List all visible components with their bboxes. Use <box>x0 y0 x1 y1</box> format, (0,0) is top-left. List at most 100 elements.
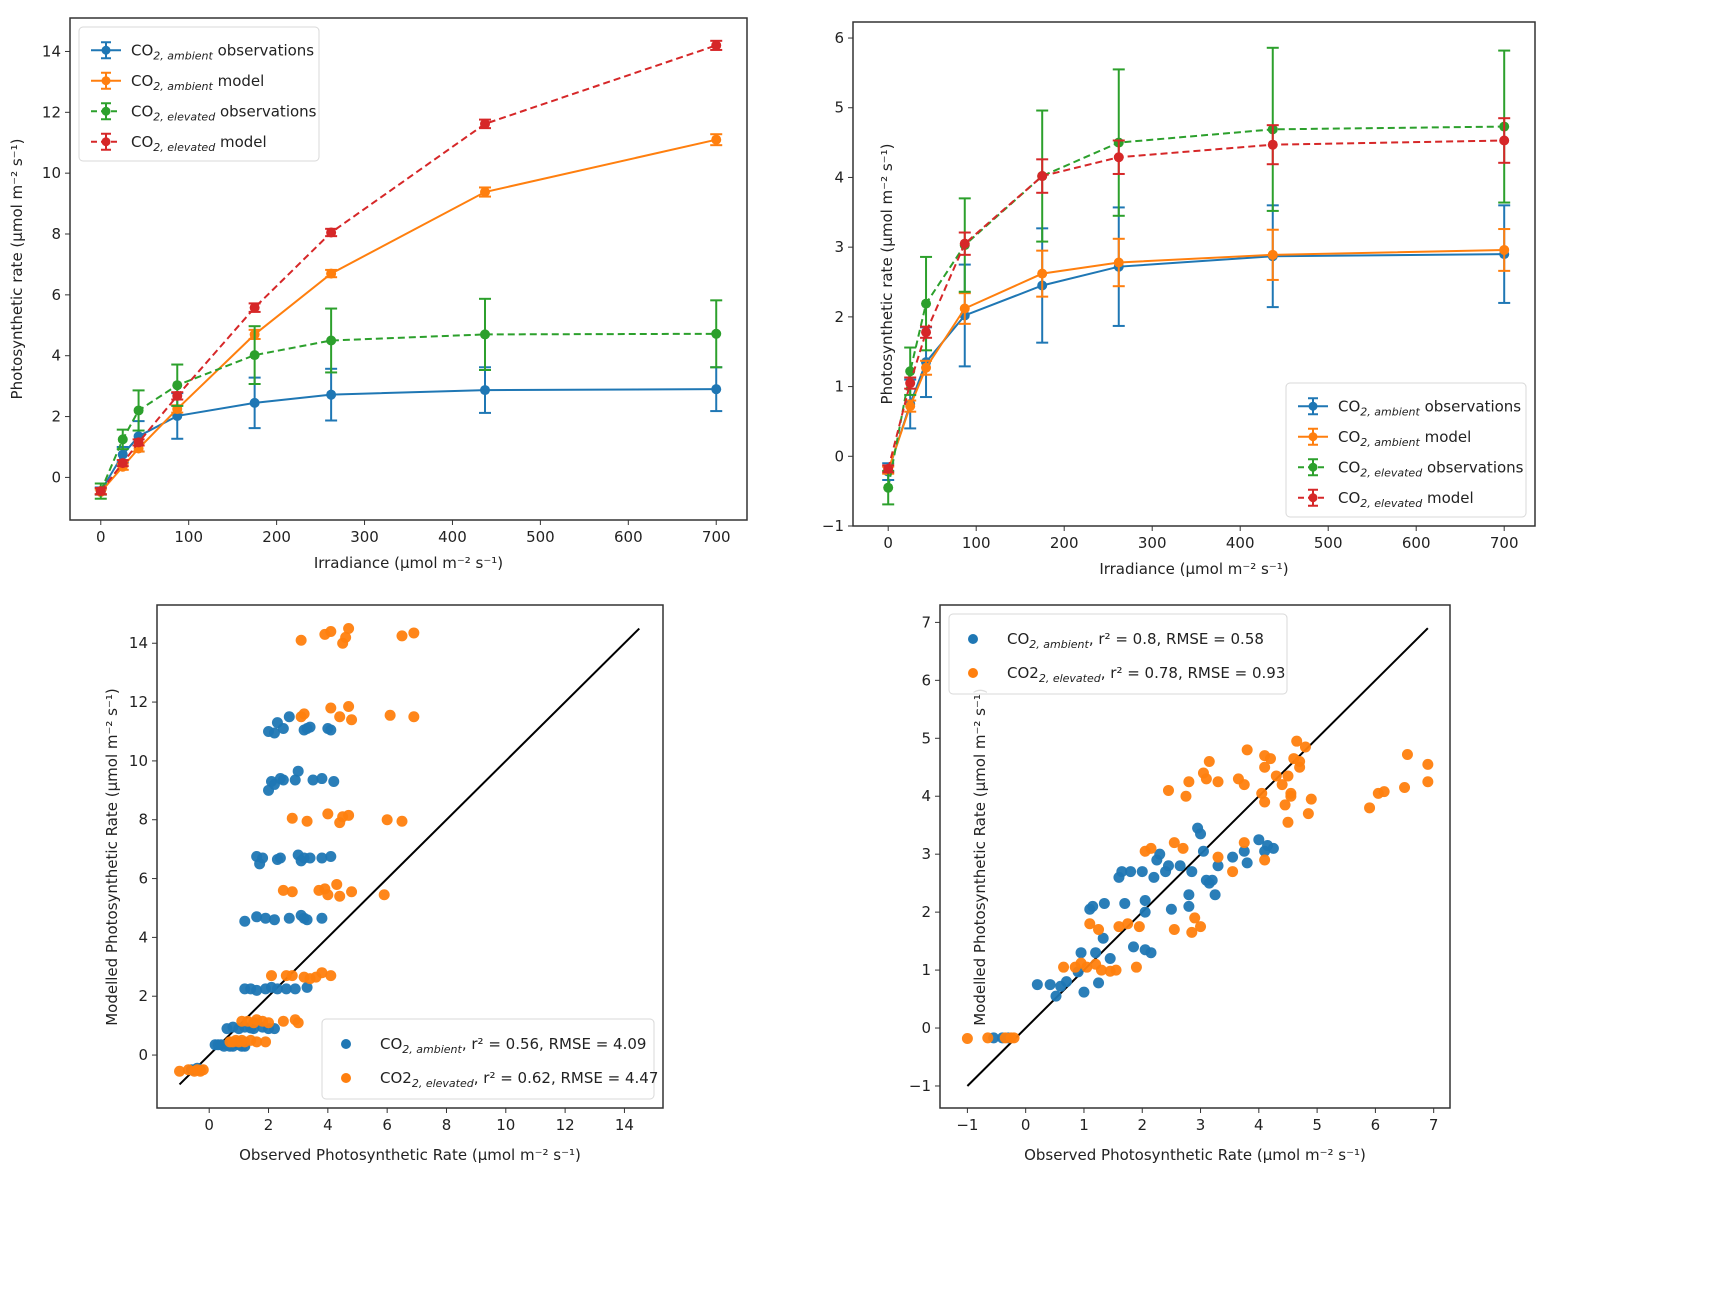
scatter-point <box>1189 912 1201 924</box>
scatter-point <box>289 774 301 786</box>
legend-marker-icon <box>1308 432 1318 442</box>
data-point <box>921 362 932 373</box>
scatter-point <box>227 1036 239 1048</box>
scatter-point <box>408 711 420 723</box>
x-tick-label: 14 <box>615 1116 634 1134</box>
scatter-point <box>248 1017 260 1029</box>
series-line <box>100 138 717 493</box>
y-tick-label: 2 <box>138 987 148 1005</box>
x-tick-label: −1 <box>956 1116 978 1134</box>
scatter-point <box>1162 860 1174 872</box>
plot-area <box>94 39 723 500</box>
scatter-point <box>1060 976 1072 988</box>
scatter-point <box>396 630 408 642</box>
chart-top-left: 0 100 200 300 400 500 600 700 0 2 4 6 8 10 12 14 Irradia… <box>8 17 748 572</box>
scatter-point <box>1183 776 1195 788</box>
legend-label-subscript: 2, ambient <box>153 49 213 62</box>
legend-marker-icon <box>101 137 111 147</box>
legend-label: CO2, elevated model <box>1338 489 1474 510</box>
series-ambient_model <box>174 623 420 1077</box>
legend-marker-icon <box>101 76 111 86</box>
series-elevated_obs <box>94 297 723 500</box>
data-point <box>711 328 722 339</box>
y-tick-label: 2 <box>921 903 931 921</box>
scatter-point <box>1401 749 1413 761</box>
scatter-point <box>1267 842 1279 854</box>
x-tick-label: 7 <box>1429 1116 1439 1134</box>
scatter-point <box>1238 837 1250 849</box>
scatter-point <box>268 914 280 926</box>
scatter-point <box>1139 906 1151 918</box>
x-tick-label: 2 <box>264 1116 274 1134</box>
legend-marker-icon <box>1308 493 1318 503</box>
legend-marker-icon <box>968 668 978 678</box>
y-tick-label: 6 <box>138 870 148 888</box>
legend-marker-icon <box>101 45 111 55</box>
scatter-point <box>289 983 301 995</box>
legend-label: CO2, ambient, r² = 0.56, RMSE = 4.09 <box>380 1035 646 1056</box>
scatter-point <box>1177 842 1189 854</box>
x-tick-label: 300 <box>350 528 379 546</box>
x-axis-label: Observed Photosynthetic Rate (μmol m⁻² s… <box>239 1146 581 1164</box>
scatter-point <box>1212 851 1224 863</box>
data-point <box>905 378 916 389</box>
legend-label-tail: , r² = 0.56, RMSE = 4.09 <box>462 1035 647 1053</box>
scatter-point <box>1259 854 1271 866</box>
data-point <box>172 390 183 401</box>
legend-label-tail: , r² = 0.8, RMSE = 0.58 <box>1089 630 1264 648</box>
scatter-point <box>1270 770 1282 782</box>
scatter-point <box>251 1036 263 1048</box>
x-tick-label: 0 <box>204 1116 214 1134</box>
x-tick-label: 0 <box>883 534 893 552</box>
scatter-point <box>1095 964 1107 976</box>
series-ambient_model <box>94 133 723 498</box>
scatter-point <box>277 723 289 735</box>
legend-label-main: CO <box>1338 397 1360 415</box>
scatter-point <box>1285 790 1297 802</box>
series-elevated_model <box>94 39 723 497</box>
scatter-point <box>343 623 355 635</box>
series-line <box>99 332 717 492</box>
scatter-point <box>1125 866 1137 878</box>
scatter-point <box>340 631 352 643</box>
x-tick-label: 8 <box>442 1116 452 1134</box>
scatter-point <box>1119 897 1131 909</box>
x-tick-label: 6 <box>382 1116 392 1134</box>
legend-label-subscript: 2, elevated <box>1360 497 1423 510</box>
scatter-point <box>1291 735 1303 747</box>
scatter-point <box>1200 773 1212 785</box>
scatter-point <box>1090 947 1102 959</box>
legend-label-subscript: 2, elevated <box>412 1077 475 1090</box>
scatter-point <box>322 808 334 820</box>
x-tick-label: 600 <box>614 528 643 546</box>
legend-label-tail: observations <box>215 102 316 120</box>
x-tick-label: 10 <box>496 1116 515 1134</box>
legend-box <box>948 613 1288 695</box>
y-tick-label: 4 <box>921 787 931 805</box>
y-tick-label: 7 <box>921 613 931 631</box>
scatter-point <box>1058 961 1070 973</box>
scatter-point <box>212 1039 224 1051</box>
scatter-point <box>1168 837 1180 849</box>
legend-label-tail: observations <box>1422 458 1523 476</box>
scatter-point <box>1031 979 1043 991</box>
legend-label-subscript: 2, ambient <box>1360 436 1420 449</box>
scatter-point <box>325 970 337 982</box>
data-point <box>326 389 337 400</box>
scatter-point <box>381 814 393 826</box>
scatter-point <box>277 774 289 786</box>
scatter-point <box>1282 816 1294 828</box>
scatter-point <box>1305 793 1317 805</box>
data-point <box>249 350 260 361</box>
scatter-point <box>1302 808 1314 820</box>
legend-label: CO22, elevated, r² = 0.62, RMSE = 4.47 <box>380 1069 658 1090</box>
data-point <box>1499 135 1510 146</box>
series-ambient_obs <box>988 822 1279 1044</box>
scatter-point <box>1044 979 1056 991</box>
scatter-point <box>274 852 286 864</box>
scatter-point <box>197 1064 209 1076</box>
legend-label: CO2, elevated model <box>131 133 267 154</box>
legend-label-main: CO <box>1338 489 1360 507</box>
legend-label-tail: model <box>215 133 266 151</box>
